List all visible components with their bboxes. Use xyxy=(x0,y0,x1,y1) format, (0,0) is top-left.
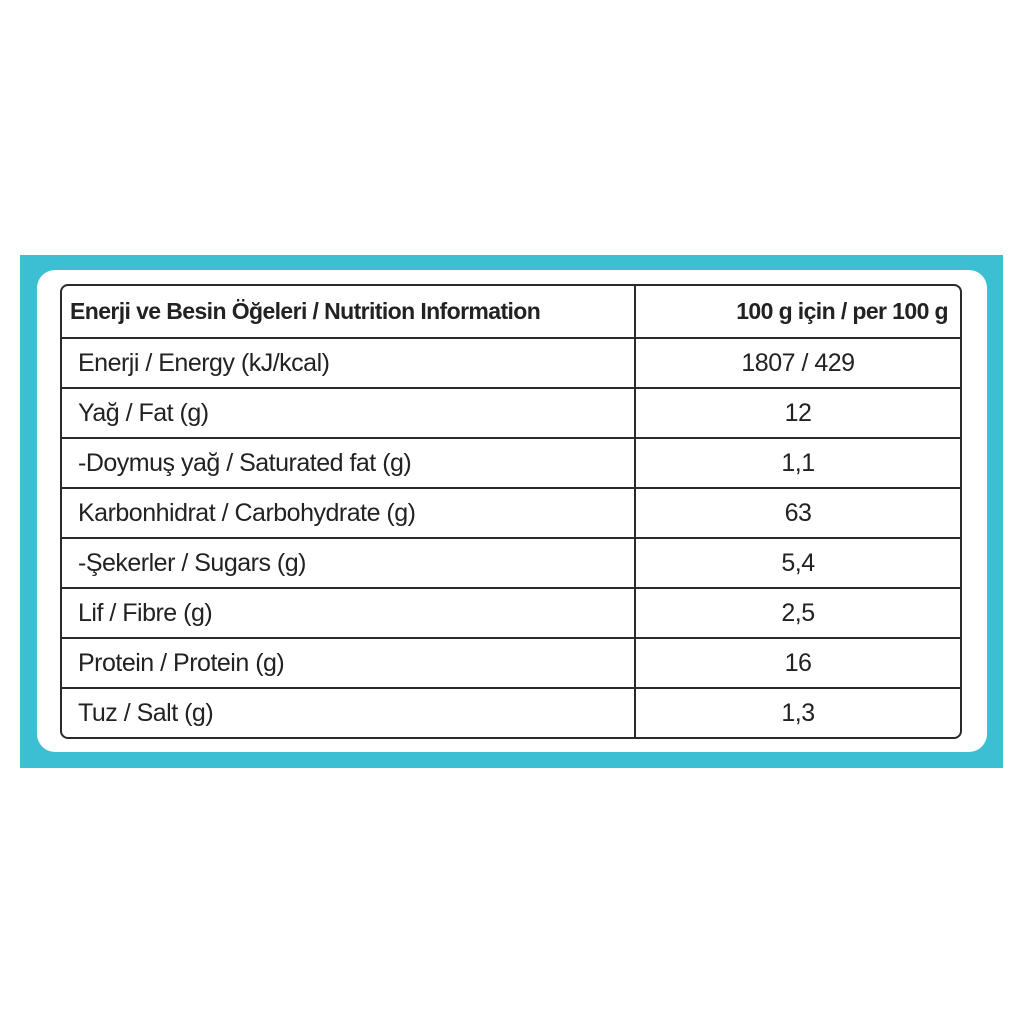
nutrient-value: 63 xyxy=(636,489,960,539)
nutrient-value: 1,1 xyxy=(636,439,960,489)
nutrient-name: Enerji / Energy (kJ/kcal) xyxy=(62,339,636,389)
nutrient-name: Yağ / Fat (g) xyxy=(62,389,636,439)
nutrient-name: -Şekerler / Sugars (g) xyxy=(62,539,636,589)
nutrient-name: Lif / Fibre (g) xyxy=(62,589,636,639)
table-row: Enerji / Energy (kJ/kcal) 1807 / 429 xyxy=(62,339,960,389)
nutrient-name: Protein / Protein (g) xyxy=(62,639,636,689)
table-row: Yağ / Fat (g) 12 xyxy=(62,389,960,439)
nutrient-value: 1,3 xyxy=(781,698,815,727)
header-row: Enerji ve Besin Öğeleri / Nutrition Info… xyxy=(62,286,960,339)
header-cell: 100 g için / per 100 g xyxy=(636,286,960,339)
nutrient-value: 12 xyxy=(636,389,960,439)
header-cell: Enerji ve Besin Öğeleri / Nutrition Info… xyxy=(62,286,636,339)
nutrient-value: 2,5 xyxy=(636,589,960,639)
label-panel: Enerji ve Besin Öğeleri / Nutrition Info… xyxy=(37,270,987,752)
table-row: Lif / Fibre (g) 2,5 xyxy=(62,589,960,639)
nutrient-name: Karbonhidrat / Carbohydrate (g) xyxy=(62,489,636,539)
nutrient-value: 5,4 xyxy=(636,539,960,589)
nutrient-name: -Doymuş yağ / Saturated fat (g) xyxy=(62,439,636,489)
table-row: Protein / Protein (g) 16 xyxy=(62,639,960,689)
nutrient-value: 16 xyxy=(636,639,960,689)
table-row: -Şekerler / Sugars (g) 5,4 xyxy=(62,539,960,589)
nutrient-name: Tuz / Salt (g) xyxy=(62,689,636,737)
nutrient-value: 1807 / 429 xyxy=(636,339,960,389)
table-row: Tuz / Salt (g) 1,3 xyxy=(62,689,960,737)
nutrition-table: Enerji ve Besin Öğeleri / Nutrition Info… xyxy=(60,284,962,739)
table-row: -Doymuş yağ / Saturated fat (g) 1,1 xyxy=(62,439,960,489)
table-row: Karbonhidrat / Carbohydrate (g) 63 xyxy=(62,489,960,539)
label-frame: Enerji ve Besin Öğeleri / Nutrition Info… xyxy=(20,255,1003,768)
